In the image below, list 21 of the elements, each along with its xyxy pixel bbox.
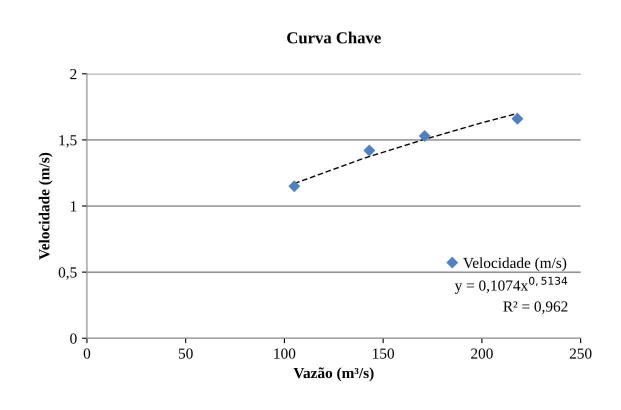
x-tick-label: 200 <box>471 348 493 359</box>
annotation: R² = 0,962 <box>503 301 568 314</box>
point <box>512 113 524 124</box>
annotation: y = 0,1074x$^{0,5134}$ <box>454 276 568 294</box>
y-tick-label: 0 <box>70 333 77 344</box>
x-tick-label: 100 <box>274 348 296 359</box>
legend-label: Velocidade (m/s) <box>463 257 566 272</box>
x-tick-label: 50 <box>178 348 193 359</box>
y-tick-label: 0,5 <box>58 267 77 280</box>
y-axis-title: Velocidade (m/s) <box>38 152 53 260</box>
y-tick-label: 1 <box>70 201 76 212</box>
x-tick-label: 250 <box>570 348 592 359</box>
point <box>364 144 376 156</box>
y-tick-label: 1,5 <box>59 135 77 148</box>
x-tick-label: 0 <box>84 348 90 359</box>
point <box>418 130 430 142</box>
x-tick-label: 150 <box>373 348 394 359</box>
x-axis-title: Vazão (m³/s) <box>294 367 374 382</box>
point <box>288 180 300 192</box>
chart-title: Curva Chave <box>287 32 381 44</box>
y-tick-label: 2 <box>70 68 76 80</box>
